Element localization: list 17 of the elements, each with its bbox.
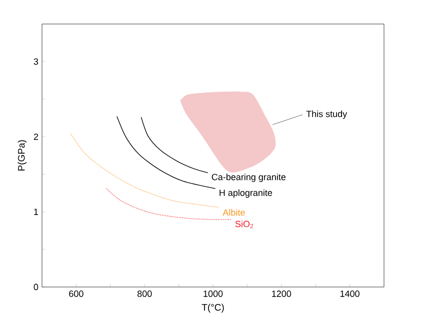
x-tick-label: 1400 [340, 290, 360, 297]
x-tick-label: 1000 [204, 290, 223, 297]
series-label: Ca-bearing granite [212, 174, 286, 182]
x-tick-label: 800 [137, 290, 152, 297]
x-tick-label: 600 [69, 290, 84, 297]
series-label: SiO$_{2}$ [235, 220, 254, 228]
annotation: This study [306, 110, 348, 119]
y-axis-title: P(GPa) [18, 140, 27, 171]
series-label: H aplogranite [220, 189, 272, 198]
y-tick-label: 2 [34, 134, 38, 140]
x-tick-label: 1200 [272, 290, 292, 297]
x-axis-title: T(°C) [202, 304, 224, 313]
y-tick-label: 3 [34, 58, 38, 65]
y-tick-label: 1 [34, 208, 38, 215]
y-tick-label: 0 [34, 284, 38, 290]
line-series [140, 116, 208, 174]
series-label: Albite [222, 209, 245, 216]
